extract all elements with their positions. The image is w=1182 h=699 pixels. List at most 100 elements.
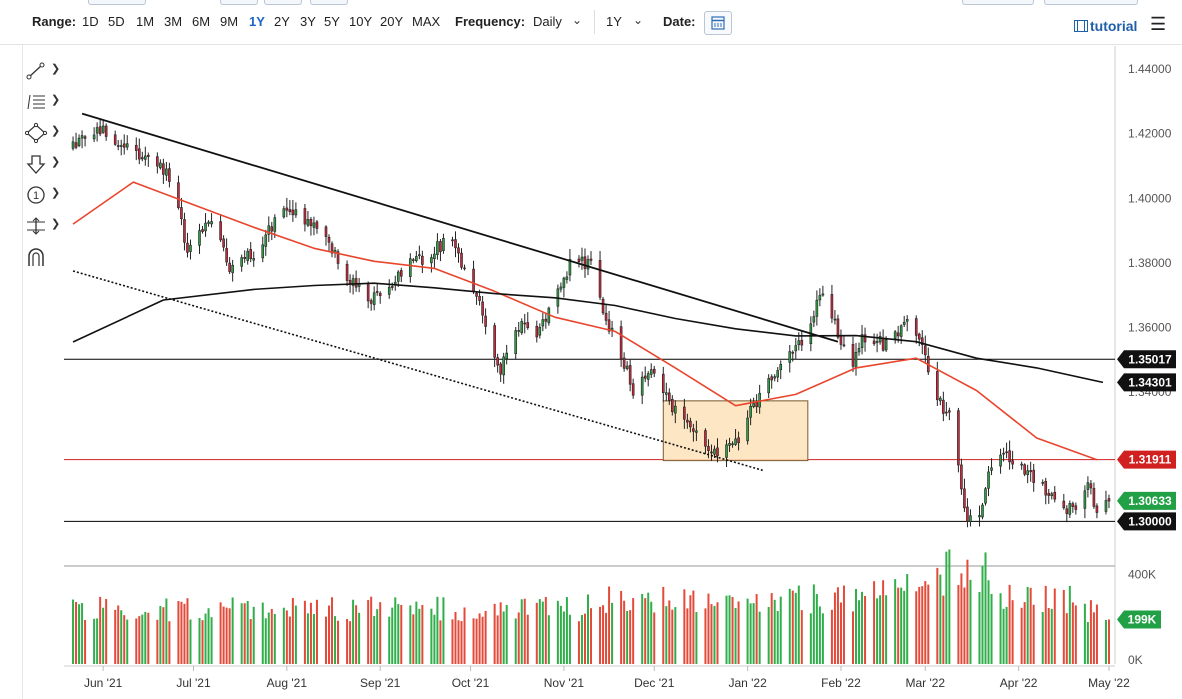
candle-body: [285, 207, 289, 211]
candle-body: [270, 226, 274, 232]
chevron-down-icon[interactable]: ⌄: [633, 13, 644, 27]
range-button-10y[interactable]: 10Y: [349, 14, 373, 29]
volume-bar: [704, 608, 707, 664]
range-button-1m[interactable]: 1M: [136, 14, 155, 29]
volume-bar: [526, 614, 529, 664]
hamburger-menu-icon[interactable]: ☰: [1150, 14, 1167, 34]
price-label-text: 1.34301: [1128, 375, 1172, 389]
candle-body: [875, 341, 879, 343]
top-button-stub[interactable]: [220, 0, 258, 5]
candle-body: [990, 467, 993, 471]
volume-bar: [936, 567, 939, 664]
volume-bar: [463, 607, 466, 664]
volume-bar: [876, 598, 879, 664]
frequency-select[interactable]: Daily: [533, 14, 562, 29]
volume-bar: [620, 590, 623, 664]
volume-bar: [1011, 600, 1014, 664]
candle-body: [324, 226, 328, 237]
volume-bar: [897, 587, 900, 664]
volume-bar: [198, 617, 201, 664]
magnet-tool[interactable]: [22, 244, 62, 270]
candle-body: [779, 364, 783, 371]
range-button-3m[interactable]: 3M: [164, 14, 183, 29]
candle-body: [396, 271, 400, 282]
volume-bar: [210, 617, 213, 664]
time-tick-label: Jun '21: [84, 676, 123, 690]
calendar-button[interactable]: [704, 11, 732, 35]
range-button-6m[interactable]: 6M: [192, 14, 211, 29]
fibonacci-tool[interactable]: ❯: [22, 89, 62, 115]
range-button-5y[interactable]: 5Y: [324, 14, 340, 29]
candle-body: [1026, 470, 1029, 476]
shapes-tool[interactable]: ❯: [22, 120, 62, 146]
volume-bar: [138, 616, 141, 664]
candle-body: [1107, 498, 1111, 502]
candle-body: [752, 403, 755, 407]
candle-body: [923, 345, 927, 356]
date-label: Date:: [663, 14, 696, 29]
candle-body: [878, 335, 882, 343]
candle-body: [1044, 481, 1048, 496]
chevron-down-icon[interactable]: ⌄: [572, 13, 583, 27]
top-button-stub[interactable]: [1044, 0, 1138, 5]
candle-body: [421, 255, 424, 265]
volume-bar: [96, 618, 99, 664]
volume-bar: [484, 610, 487, 664]
range-button-9m[interactable]: 9M: [220, 14, 239, 29]
range-button-1y[interactable]: 1Y: [249, 14, 265, 29]
volume-bar: [309, 602, 312, 664]
volume-bar: [454, 612, 457, 664]
range-button-5d[interactable]: 5D: [108, 14, 125, 29]
top-button-stub[interactable]: [962, 0, 1034, 5]
volume-bar: [1104, 620, 1107, 664]
range-button-1d[interactable]: 1D: [82, 14, 99, 29]
trendline-tool[interactable]: ❯: [22, 58, 62, 84]
top-button-stub[interactable]: [310, 0, 348, 5]
top-button-stub[interactable]: [264, 0, 302, 5]
candle-body: [1092, 488, 1096, 507]
volume-bar: [900, 587, 903, 664]
measure-icon: [27, 217, 45, 235]
number-marker-tool[interactable]: 1 ❯: [22, 182, 62, 208]
range-button-20y[interactable]: 20Y: [380, 14, 404, 29]
candle-body: [415, 256, 418, 262]
candle-body: [189, 244, 192, 252]
candle-body: [430, 257, 433, 264]
range-button-2y[interactable]: 2Y: [274, 14, 290, 29]
volume-bar: [924, 581, 927, 664]
candle-body: [671, 398, 674, 413]
candle-body: [746, 417, 749, 442]
candle-body: [812, 316, 816, 323]
volume-bar: [294, 605, 297, 664]
price-tick-label: 1.36000: [1128, 321, 1172, 335]
volume-bar: [499, 602, 502, 664]
volume-bar: [261, 602, 264, 664]
range-button-3y[interactable]: 3Y: [300, 14, 316, 29]
period-select[interactable]: 1Y: [606, 14, 622, 29]
top-button-stub[interactable]: [88, 0, 146, 5]
volume-bar: [225, 607, 228, 664]
candle-body: [92, 134, 96, 140]
range-button-max[interactable]: MAX: [412, 14, 441, 29]
price-label-dark: 1.34301: [1117, 373, 1176, 392]
moving-average-fast: [72, 181, 1098, 461]
volume-bar: [836, 587, 839, 664]
candle-body: [219, 221, 222, 241]
measure-tool[interactable]: ❯: [22, 213, 62, 239]
candle-body: [484, 315, 487, 327]
candle-body: [134, 144, 138, 151]
candle-body: [246, 250, 249, 261]
volume-bar: [78, 604, 81, 664]
trendline-icon: [26, 62, 45, 80]
candle-body: [704, 430, 707, 447]
candle-body: [493, 325, 496, 358]
arrow-down-icon: [26, 155, 46, 174]
volume-bar: [583, 613, 586, 664]
candle-body: [1020, 463, 1023, 466]
volume-bar: [328, 605, 331, 664]
volume-bar: [626, 610, 629, 664]
tutorial-link[interactable]: tutorial: [1074, 18, 1137, 34]
volume-bar: [562, 611, 565, 664]
arrow-tool[interactable]: ❯: [22, 151, 62, 177]
